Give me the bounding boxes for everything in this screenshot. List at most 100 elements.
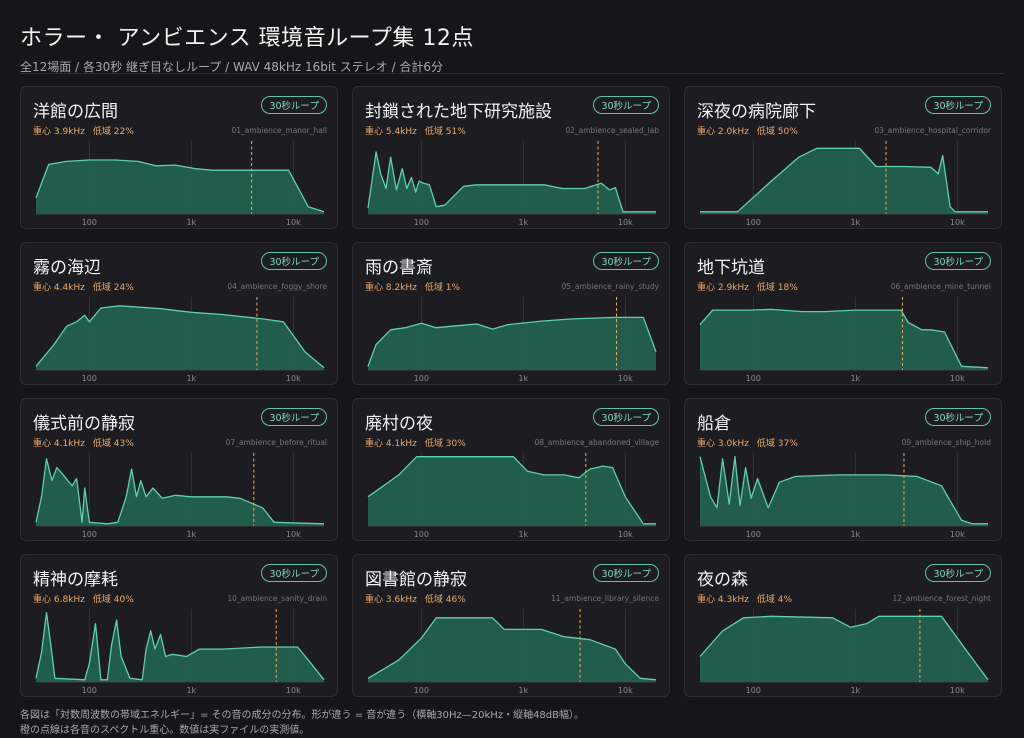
x-tick-label: 1k (850, 530, 860, 539)
x-tick-label: 100 (82, 686, 97, 695)
low-band-value: 低域 40% (92, 595, 134, 605)
card-title: 地下坑道 (697, 258, 765, 278)
x-tick-label: 1k (186, 530, 196, 539)
spectrum-line (699, 615, 989, 681)
file-name: 10_ambience_sanity_drain (227, 594, 327, 603)
spectrum-line (35, 612, 325, 681)
page-subtitle: 全12場面 / 各30秒 継ぎ目なしループ / WAV 48kHz 16bit … (20, 60, 444, 74)
spectrum-area (700, 309, 988, 370)
x-tick-label: 100 (82, 218, 97, 227)
x-tick-label: 10k (950, 530, 965, 539)
x-tick-label: 100 (414, 686, 429, 695)
x-tick-label: 100 (414, 374, 429, 383)
spectrum-plot: 100 1k 10k (367, 609, 657, 695)
card-title: 雨の書斎 (365, 258, 433, 278)
x-tick-label: 10k (286, 218, 301, 227)
spectrum-area (368, 617, 656, 682)
x-tick-label: 100 (82, 530, 97, 539)
card-title: 深夜の病院廊下 (697, 102, 816, 122)
x-tick-label: 100 (746, 374, 761, 383)
x-tick-label: 1k (186, 218, 196, 227)
spectrum-plot: 100 1k 10k (699, 297, 989, 383)
centroid-value: 重心 4.1kHz (365, 439, 417, 449)
card-stats: 重心 3.0kHz 低域 37% (697, 436, 806, 449)
card-title: 儀式前の静寂 (33, 414, 135, 434)
spectrum-card: 儀式前の静寂 30秒ループ 重心 4.1kHz 低域 43% 07_ambienc… (20, 398, 338, 541)
low-band-value: 低域 1% (424, 283, 461, 293)
file-name: 05_ambience_rainy_study (561, 282, 659, 291)
centroid-value: 重心 4.1kHz (33, 439, 85, 449)
spectrum-line (367, 316, 657, 367)
loop-badge: 30秒ループ (925, 96, 991, 114)
centroid-value: 重心 3.0kHz (697, 439, 749, 449)
file-name: 06_ambience_mine_tunnel (890, 282, 991, 291)
file-name: 03_ambience_hospital_corridor (874, 126, 991, 135)
spectrum-plot: 100 1k 10k (35, 297, 325, 383)
card-stats: 重心 6.8kHz 低域 40% (33, 592, 142, 605)
x-tick-label: 100 (82, 374, 97, 383)
spectrum-line (367, 456, 656, 525)
spectrum-plot: 100 1k 10k (367, 297, 657, 383)
spectrum-card: 図書館の静寂 30秒ループ 重心 3.6kHz 低域 46% 11_ambienc… (352, 554, 670, 697)
loop-badge: 30秒ループ (261, 96, 327, 114)
x-tick-label: 100 (746, 530, 761, 539)
card-stats: 重心 5.4kHz 低域 51% (365, 124, 474, 137)
low-band-value: 低域 50% (756, 127, 798, 137)
x-tick-label: 10k (286, 530, 301, 539)
card-stats: 重心 2.9kHz 低域 18% (697, 280, 806, 293)
card-title: 廃村の夜 (365, 414, 433, 434)
spectrum-line (35, 159, 325, 213)
x-tick-label: 1k (850, 686, 860, 695)
spectrum-plot: 100 1k 10k (700, 141, 988, 227)
x-tick-label: 10k (618, 374, 633, 383)
loop-badge: 30秒ループ (925, 252, 991, 270)
loop-badge: 30秒ループ (593, 252, 659, 270)
spectrum-card: 廃村の夜 30秒ループ 重心 4.1kHz 低域 30% 08_ambience_… (352, 398, 670, 541)
spectrum-plot: 100 1k 10k (699, 609, 989, 695)
x-tick-label: 1k (850, 218, 860, 227)
card-title: 封鎖された地下研究施設 (365, 102, 552, 122)
centroid-value: 重心 4.3kHz (697, 595, 749, 605)
spectrum-area (36, 305, 324, 370)
spectrum-area (368, 317, 656, 370)
spectrum-plot: 100 1k 10k (35, 453, 325, 539)
loop-badge: 30秒ループ (261, 564, 327, 582)
centroid-value: 重心 3.6kHz (365, 595, 417, 605)
x-tick-label: 1k (850, 374, 860, 383)
header-divider (20, 73, 1004, 74)
card-title: 船倉 (697, 414, 731, 434)
file-name: 04_ambience_foggy_shore (227, 282, 327, 291)
file-name: 09_ambience_ship_hold (901, 438, 991, 447)
x-tick-label: 1k (518, 686, 528, 695)
spectrum-line (367, 151, 656, 213)
spectrum-card: 深夜の病院廊下 30秒ループ 重心 2.0kHz 低域 50% 03_ambien… (684, 86, 1002, 229)
spectrum-plot: 100 1k 10k (367, 141, 656, 227)
spectrum-grid: 洋館の広間 30秒ループ 重心 3.9kHz 低域 22% 01_ambience… (20, 86, 1006, 697)
centroid-value: 重心 2.0kHz (697, 127, 749, 137)
x-tick-label: 10k (950, 686, 965, 695)
spectrum-area (700, 456, 988, 526)
low-band-value: 低域 43% (92, 439, 134, 449)
centroid-value: 重心 4.4kHz (33, 283, 85, 293)
card-title: 図書館の静寂 (365, 570, 467, 590)
low-band-value: 低域 51% (424, 127, 466, 137)
file-name: 01_ambience_manor_hall (231, 126, 328, 135)
centroid-value: 重心 5.4kHz (365, 127, 417, 137)
spectrum-plot: 100 1k 10k (367, 453, 656, 539)
low-band-value: 低域 46% (424, 595, 466, 605)
low-band-value: 低域 24% (92, 283, 134, 293)
spectrum-line (367, 617, 657, 681)
file-name: 11_ambience_library_silence (551, 594, 659, 603)
x-tick-label: 100 (414, 218, 429, 227)
card-stats: 重心 4.1kHz 低域 30% (365, 436, 474, 449)
x-tick-label: 1k (186, 374, 196, 383)
loop-badge: 30秒ループ (925, 408, 991, 426)
footer-notes: 各図は「対数周波数の帯域エネルギー」= その音の成分の分布。形が違う = 音が違… (20, 708, 584, 738)
low-band-value: 低域 4% (756, 595, 793, 605)
spectrum-card: 精神の摩耗 30秒ループ 重心 6.8kHz 低域 40% 10_ambience… (20, 554, 338, 697)
x-tick-label: 1k (186, 686, 196, 695)
spectrum-card: 霧の海辺 30秒ループ 重心 4.4kHz 低域 24% 04_ambience_… (20, 242, 338, 385)
spectrum-line (699, 456, 988, 525)
centroid-value: 重心 8.2kHz (365, 283, 417, 293)
x-tick-label: 1k (518, 218, 528, 227)
